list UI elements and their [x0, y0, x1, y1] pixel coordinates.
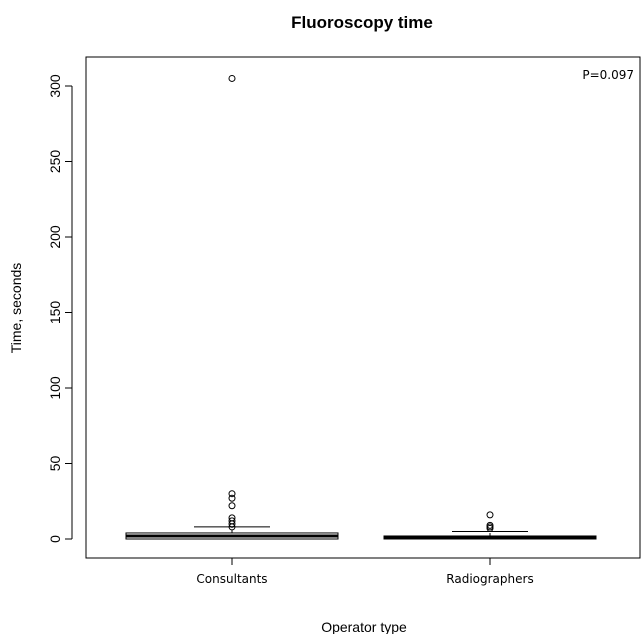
p-value-annotation: P=0.097: [582, 68, 634, 82]
y-tick-label: 100: [47, 376, 63, 400]
y-tick-label: 300: [47, 74, 63, 98]
y-tick-label: 150: [47, 301, 63, 325]
plot-frame: [85, 56, 641, 559]
x-axis: Consultants Radiographers: [196, 558, 534, 586]
box-series: [125, 74, 597, 540]
y-axis: 0 50 100 150 200 250 300: [47, 74, 73, 543]
y-tick-label: 200: [47, 225, 63, 249]
x-axis-title: Operator type: [321, 619, 407, 634]
x-tick-label: Radiographers: [446, 572, 533, 586]
chart-title: Fluoroscopy time: [291, 13, 433, 32]
outlier-point: [228, 74, 236, 82]
y-tick-label: 250: [47, 150, 63, 174]
outlier-point: [228, 490, 236, 498]
y-tick-label: 50: [47, 456, 63, 472]
y-axis-title: Time, seconds: [8, 263, 24, 354]
outlier-point: [486, 524, 494, 532]
outlier-point: [228, 502, 236, 510]
box-radiographers: [383, 511, 597, 540]
outlier-point: [228, 520, 236, 528]
outlier-point: [228, 494, 236, 502]
y-tick-label: 0: [47, 535, 63, 543]
outlier-point: [228, 523, 236, 531]
outlier-point: [486, 511, 494, 519]
box-consultants: [125, 74, 339, 540]
x-tick-label: Consultants: [196, 572, 267, 586]
